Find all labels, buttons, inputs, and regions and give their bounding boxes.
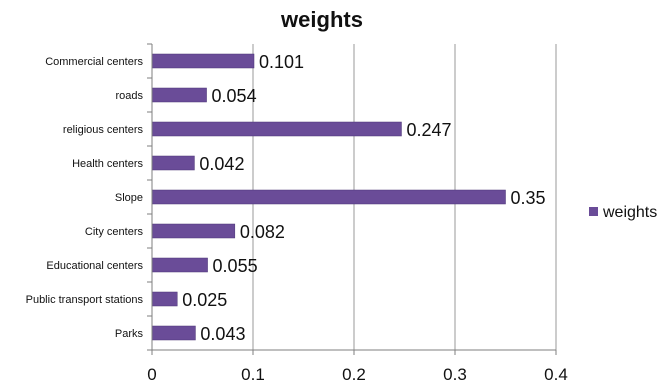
- category-label: Parks: [115, 328, 144, 340]
- category-label: City centers: [85, 226, 144, 238]
- bar: [151, 223, 236, 239]
- bar: [151, 189, 506, 205]
- legend: weights: [589, 204, 657, 221]
- x-tick-label: 0.1: [241, 365, 265, 384]
- data-label: 0.054: [212, 86, 257, 106]
- x-tick-label: 0.4: [544, 365, 568, 384]
- bar: [151, 257, 208, 273]
- data-label: 0.042: [199, 154, 244, 174]
- category-label: Educational centers: [46, 260, 143, 272]
- x-tick-label: 0: [147, 365, 156, 384]
- x-tick-label: 0.2: [342, 365, 366, 384]
- data-label: 0.35: [511, 188, 546, 208]
- bar: [151, 87, 207, 103]
- bars: [151, 53, 506, 341]
- category-label: Health centers: [72, 158, 143, 170]
- axes: [147, 43, 557, 355]
- category-label: Slope: [115, 192, 143, 204]
- data-label: 0.101: [259, 52, 304, 72]
- data-label: 0.025: [182, 290, 227, 310]
- bar: [151, 155, 195, 171]
- labels: 0 0.1 0.2 0.3 0.4 Commercial centers 0.101 road…: [26, 52, 568, 384]
- legend-swatch: [589, 207, 598, 216]
- data-label: 0.082: [240, 222, 285, 242]
- bar: [151, 325, 196, 341]
- chart-title: weights: [280, 7, 363, 32]
- category-label: Commercial centers: [45, 56, 143, 68]
- data-label: 0.247: [406, 120, 451, 140]
- bar: [151, 121, 402, 137]
- bar: [151, 53, 255, 69]
- data-label: 0.055: [213, 256, 258, 276]
- bar: [151, 291, 178, 307]
- x-tick-label: 0.3: [443, 365, 467, 384]
- category-label: Public transport stations: [26, 294, 144, 306]
- legend-label: weights: [602, 204, 657, 221]
- data-label: 0.043: [200, 324, 245, 344]
- category-label: roads: [115, 90, 143, 102]
- category-label: religious centers: [63, 124, 144, 136]
